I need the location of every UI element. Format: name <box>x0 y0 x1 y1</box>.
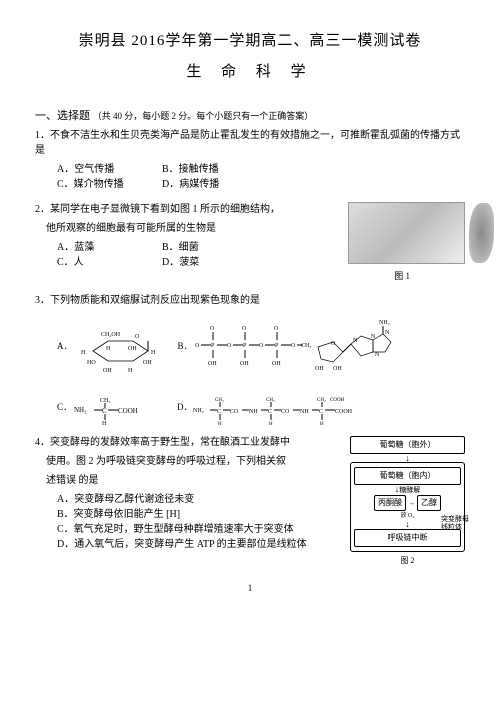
svg-text:O: O <box>274 326 279 332</box>
svg-text:H: H <box>81 350 86 356</box>
svg-text:O: O <box>227 343 232 349</box>
q3-c-structure: NH₂ CH₃ C COOH H <box>72 390 157 425</box>
svg-text:CH₂OH: CH₂OH <box>101 332 121 338</box>
q2-opt-b: B．细菌 <box>162 240 267 255</box>
q3-text: 3．下列物质能和双缩脲试剂反应出现紫色现象的是 <box>35 293 465 308</box>
q2-opt-a: A．蓝藻 <box>57 240 162 255</box>
q4-box-mid: 丙酮酸 <box>374 495 406 511</box>
q2-caption: 图 1 <box>35 270 465 284</box>
q3-opt-a: A． H CH₂OH O H OH H HO OH H OH <box>57 312 163 382</box>
svg-text:C: C <box>102 407 107 415</box>
q4-box-top2: 葡萄糖（胞内） <box>354 467 461 485</box>
arrow-icon: ↓糖酵解 <box>354 486 461 494</box>
svg-text:CO: CO <box>230 409 239 415</box>
page-number: 1 <box>35 582 465 596</box>
q2-opt-d: D．菠菜 <box>162 255 267 270</box>
svg-text:O: O <box>195 343 200 349</box>
question-2: 2．某同学在电子显微镜下看到如图 1 所示的细胞结构， 他所观察的细胞最有可能所… <box>35 202 465 284</box>
svg-text:N: N <box>375 352 380 358</box>
q2-opt-c: C．人 <box>57 255 162 270</box>
q3-opt-b: B． O P O OH O P O OH O P O OH O CH₂ O <box>178 312 393 382</box>
q1-opt-d: D．病媒传播 <box>162 177 267 192</box>
svg-text:NH₂: NH₂ <box>193 408 204 414</box>
svg-text:COOH: COOH <box>335 409 353 415</box>
q4-diagram: 葡萄糖（胞外） ↓ 葡萄糖（胞内） ↓糖酵解 丙酮酸 → 乙醇 放 O₂ ↓ 呼… <box>350 435 465 567</box>
svg-text:O: O <box>331 341 336 347</box>
q3-opt-d: D． NH₂ CH₃ CH CO NH CH₃ CH CO NH <box>177 390 403 425</box>
question-1: 1．不食不洁生水和生贝壳类海产品是防止霍乱发生的有效措施之一，可推断霍乱弧菌的传… <box>35 128 465 192</box>
svg-text:H: H <box>218 422 222 425</box>
svg-text:O: O <box>242 326 247 332</box>
q3-d-label: D． <box>177 401 193 415</box>
section-heading: 一、选择题 （共 40 分，每小题 2 分。每个小题只有一个正确答案） <box>35 108 465 125</box>
svg-text:NH₂: NH₂ <box>74 406 87 414</box>
q1-opt-b: B．接触传播 <box>162 162 267 177</box>
svg-text:N: N <box>353 338 358 344</box>
svg-text:OH: OH <box>333 366 342 372</box>
svg-text:H: H <box>102 421 107 425</box>
svg-text:O: O <box>259 343 264 349</box>
svg-text:N: N <box>371 334 376 340</box>
q1-text: 1．不食不洁生水和生贝壳类海产品是防止霍乱发生的有效措施之一，可推断霍乱弧菌的传… <box>35 128 465 158</box>
q4-box-top1: 葡萄糖（胞外） <box>350 436 465 454</box>
q1-opt-a: A．空气传播 <box>57 162 162 177</box>
svg-text:CO: CO <box>281 409 290 415</box>
svg-text:H: H <box>320 422 324 425</box>
svg-text:OH: OH <box>272 361 281 367</box>
svg-text:CH₃: CH₃ <box>215 398 224 403</box>
svg-text:CH₂: CH₂ <box>301 343 311 349</box>
svg-text:H: H <box>151 350 156 356</box>
q4-box-right: 乙醇 <box>417 495 441 511</box>
q3-opt-c: C． NH₂ CH₃ C COOH H <box>57 390 157 425</box>
svg-text:NH: NH <box>300 409 309 415</box>
svg-text:CH₂: CH₂ <box>317 398 326 403</box>
svg-text:O: O <box>135 334 140 340</box>
q4-step1: 糖酵解 <box>399 486 420 494</box>
svg-text:OH: OH <box>208 361 217 367</box>
svg-text:HO: HO <box>87 360 96 366</box>
q1-opt-c: C．媒介物传播 <box>57 177 162 192</box>
svg-text:H: H <box>269 422 273 425</box>
q4-outer-box: 葡萄糖（胞内） ↓糖酵解 丙酮酸 → 乙醇 放 O₂ ↓ 呼吸链中断 <box>350 462 465 552</box>
svg-text:OH: OH <box>240 361 249 367</box>
q4-caption: 图 2 <box>350 555 465 567</box>
svg-text:P: P <box>243 343 247 349</box>
svg-text:P: P <box>275 343 279 349</box>
question-3: 3．下列物质能和双缩脲试剂反应出现紫色现象的是 A． H CH₂OH O H O… <box>35 293 465 425</box>
q3-a-label: A． <box>57 340 73 354</box>
q3-a-structure: H CH₂OH O H OH H HO OH H OH <box>73 316 163 378</box>
svg-text:COOH: COOH <box>330 398 345 403</box>
svg-text:N: N <box>385 330 390 336</box>
q3-row2: C． NH₂ CH₃ C COOH H D． NH₂ <box>57 390 465 425</box>
svg-text:CH₃: CH₃ <box>266 398 275 403</box>
svg-text:O: O <box>210 326 215 332</box>
title-main: 崇明县 2016学年第一学期高二、高三一模测试卷 <box>35 30 465 53</box>
svg-text:NH: NH <box>249 409 258 415</box>
question-4: 葡萄糖（胞外） ↓ 葡萄糖（胞内） ↓糖酵解 丙酮酸 → 乙醇 放 O₂ ↓ 呼… <box>35 435 465 567</box>
svg-text:H: H <box>106 346 111 352</box>
svg-text:OH: OH <box>103 368 112 374</box>
svg-text:COOH: COOH <box>118 407 138 415</box>
svg-text:O: O <box>291 343 296 349</box>
svg-text:OH: OH <box>143 360 152 366</box>
q3-c-label: C． <box>57 401 72 415</box>
q3-b-label: B． <box>178 340 193 354</box>
svg-text:OH: OH <box>315 366 324 372</box>
section-note: （共 40 分，每小题 2 分。每个小题只有一个正确答案） <box>93 111 314 121</box>
title-sub: 生 命 科 学 <box>35 61 465 84</box>
section-label: 一、选择题 <box>35 110 90 122</box>
q4-side-bot: 线粒体 <box>441 523 469 531</box>
q3-d-structure: NH₂ CH₃ CH CO NH CH₃ CH CO NH CH₂ <box>193 390 403 425</box>
svg-text:H: H <box>128 368 133 374</box>
svg-text:OH: OH <box>128 346 137 352</box>
q4-mid-arrow: → <box>408 498 415 509</box>
arrow-icon: ↓ <box>350 455 465 462</box>
q3-b-structure: O P O OH O P O OH O P O OH O CH₂ O OH OH <box>193 312 393 382</box>
svg-text:P: P <box>211 343 215 349</box>
q2-image <box>348 202 465 264</box>
svg-text:NH₂: NH₂ <box>379 320 390 326</box>
